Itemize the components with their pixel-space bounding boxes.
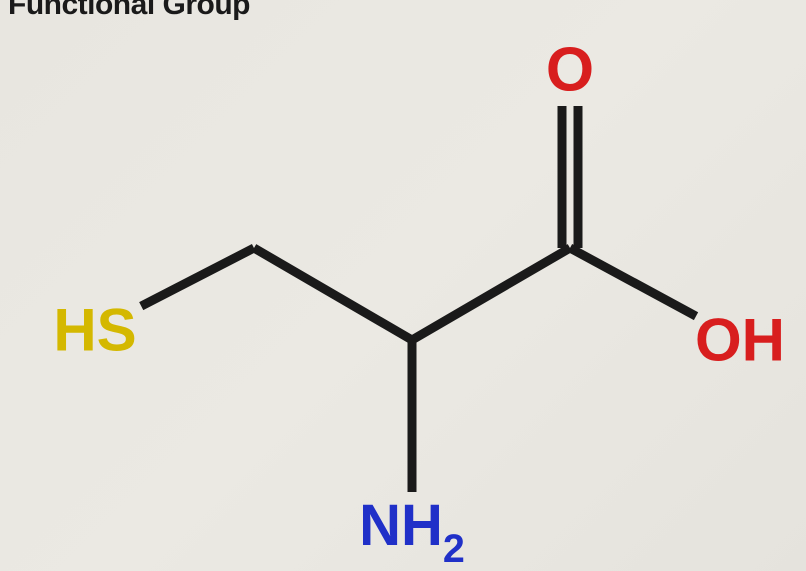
bond-layer [0, 0, 806, 571]
atom-label-hs: HS [53, 296, 136, 365]
bond-line [254, 248, 412, 340]
bond-line [570, 248, 696, 316]
atom-label-nh2: NH2 [359, 492, 465, 568]
bond-line [141, 248, 254, 306]
bond-line [412, 248, 570, 340]
atom-label-oh: OH [695, 306, 785, 375]
chemical-diagram: HS O OH NH2 [0, 0, 806, 571]
atom-label-o_db: O [546, 35, 594, 106]
